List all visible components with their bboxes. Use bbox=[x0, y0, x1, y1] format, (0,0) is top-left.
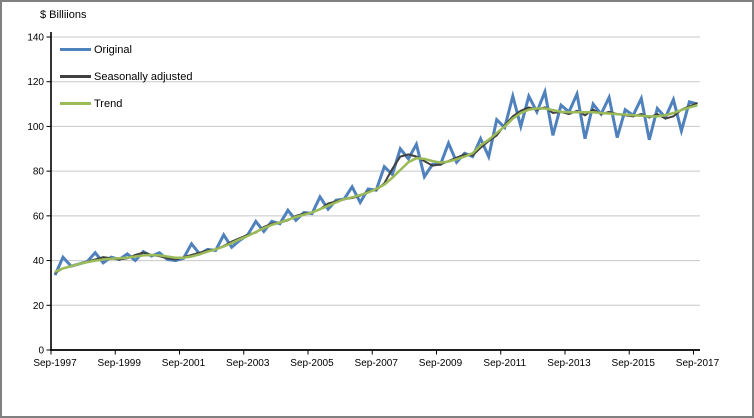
y-tick-label: 60 bbox=[33, 211, 45, 222]
legend-swatch-original bbox=[60, 48, 91, 51]
x-tick-label: Sep-2013 bbox=[547, 358, 591, 369]
x-tick-label: Sep-2015 bbox=[612, 358, 656, 369]
y-tick-label: 140 bbox=[27, 33, 44, 44]
y-tick-label: 40 bbox=[33, 256, 45, 267]
legend-label-trend: Trend bbox=[94, 97, 123, 110]
data-series bbox=[53, 86, 698, 276]
y-tick-label: 100 bbox=[27, 122, 44, 133]
x-tick-label: Sep-1997 bbox=[33, 358, 77, 369]
legend: Original Seasonally adjusted Trend bbox=[60, 36, 192, 117]
legend-swatch-trend bbox=[60, 102, 91, 105]
y-axis-ticks: 0 20 40 60 80 100 120 140 bbox=[27, 33, 51, 357]
y-tick-label: 120 bbox=[27, 77, 44, 88]
x-tick-label: Sep-2007 bbox=[355, 358, 399, 369]
x-tick-label: Sep-2009 bbox=[419, 358, 463, 369]
legend-label-original: Original bbox=[94, 43, 132, 56]
y-tick-label: 20 bbox=[33, 301, 45, 312]
x-tick-label: Sep-2017 bbox=[676, 358, 720, 369]
y-tick-label: 80 bbox=[33, 167, 45, 178]
legend-item-trend: Trend bbox=[60, 90, 192, 117]
x-tick-label: Sep-2005 bbox=[290, 358, 334, 369]
series-line-original bbox=[53, 86, 698, 276]
y-tick-label: 0 bbox=[38, 346, 44, 357]
x-tick-label: Sep-2001 bbox=[162, 358, 206, 369]
series-line-trend bbox=[54, 103, 698, 273]
x-tick-label: Sep-2011 bbox=[483, 358, 526, 369]
gridlines bbox=[51, 36, 700, 306]
axes bbox=[50, 32, 700, 351]
legend-item-seasonally-adjusted: Seasonally adjusted bbox=[60, 63, 192, 90]
x-tick-label: Sep-1999 bbox=[98, 358, 142, 369]
x-axis-ticks: Sep-1997 Sep-1999 Sep-2001 Sep-2003 Sep-2005… bbox=[33, 350, 720, 369]
legend-item-original: Original bbox=[60, 36, 192, 63]
x-tick-label: Sep-2003 bbox=[226, 358, 270, 369]
legend-swatch-seasonally-adjusted bbox=[60, 75, 91, 78]
y-axis-unit-label: $ Billiions bbox=[40, 9, 87, 21]
legend-label-seasonally-adjusted: Seasonally adjusted bbox=[94, 70, 193, 83]
